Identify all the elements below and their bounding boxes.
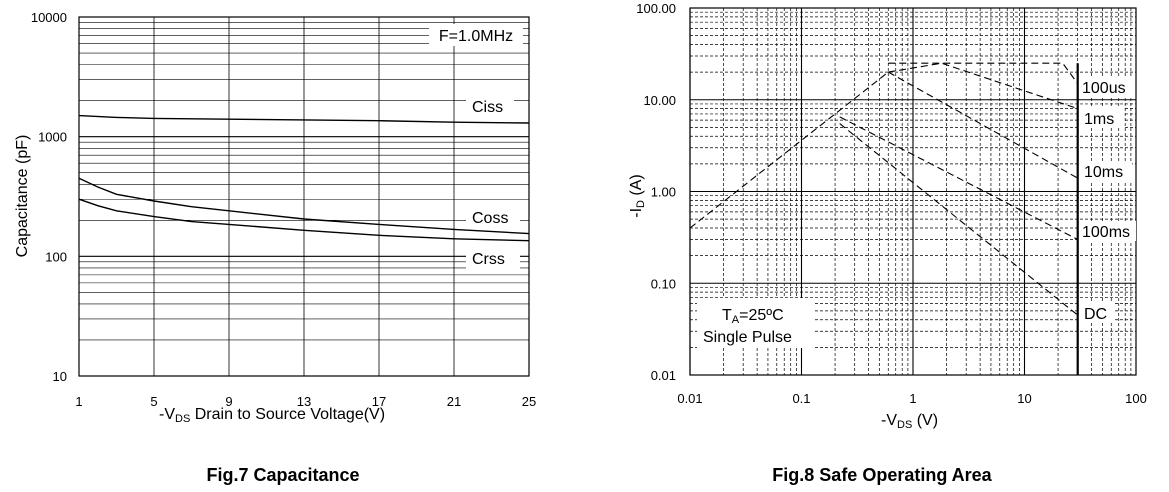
c1-x-tick-label: 25	[522, 394, 536, 409]
c1-annotation: F=1.0MHz	[439, 28, 513, 45]
c1-label-bg-ciss	[466, 95, 514, 117]
c1-y-tick-label: 10	[53, 369, 67, 384]
c2-x-axis-label-sub: DS	[897, 419, 912, 431]
c1-tick-labels: 1 5 9 13 17 21 25 10 100 1000 10000	[31, 10, 536, 409]
c1-y-tick-label: 1000	[38, 130, 67, 145]
c2-x-tick-label: 1	[909, 391, 916, 406]
c2-label-bg-dc	[1080, 303, 1114, 323]
c2-y-tick-label: 10.00	[643, 93, 676, 108]
c2-y-tick-label: 1.00	[651, 185, 676, 200]
c2-curve-label-10ms: 10ms	[1084, 164, 1123, 181]
c1-series-line-coss	[78, 177, 530, 235]
c2-tick-labels: 0.01 0.1 1 10 100 0.01 0.10 1.00 10.00 100.00	[636, 1, 1147, 406]
c1-label-bg-crss	[466, 247, 520, 269]
c1-y-tick-label: 10000	[31, 10, 67, 25]
c1-y-axis-label: Capacitance (pF)	[14, 135, 31, 258]
c1-series	[78, 114, 530, 242]
c2-grid	[689, 8, 1136, 376]
c2-y-tick-label: 0.10	[651, 276, 676, 291]
c1-series-line-crss	[78, 198, 530, 242]
c1-x-axis-label-sub: DS	[175, 413, 190, 425]
c2-annotation-line2: Single Pulse	[703, 329, 792, 346]
c2-annotation-line1-sub: A	[732, 314, 740, 326]
c2-y-tick-label: 100.00	[636, 1, 676, 16]
c1-x-tick-label: 13	[297, 394, 311, 409]
c2-x-axis-label: -VDS (V)	[881, 412, 938, 431]
c2-annotation-line1-prefix: T	[722, 307, 732, 324]
c2-y-axis-label-sub: D	[635, 200, 647, 208]
c2-x-axis-label-prefix: -V	[881, 412, 897, 429]
c2-x-tick-label: 10	[1017, 391, 1031, 406]
c2-label-bg-100ms	[1080, 221, 1136, 241]
c2-series-line-10ms	[888, 71, 1078, 179]
c1-x-axis-label: -VDS Drain to Source Voltage(V)	[159, 406, 385, 425]
c1-series-label-crss: Crss	[472, 251, 505, 268]
c2-label-bg-100us	[1080, 77, 1134, 97]
c1-annotation-box	[429, 24, 523, 46]
c2-figure-caption: Fig.8 Safe Operating Area	[772, 465, 992, 485]
c1-y-tick-label: 100	[45, 249, 67, 264]
c1-series-label-ciss: Ciss	[472, 99, 503, 116]
c1-series-label-coss: Coss	[472, 210, 508, 227]
c2-y-axis-label-prefix: -I	[628, 208, 645, 218]
c1-grid	[78, 17, 530, 377]
c2-annotation-box	[697, 298, 813, 348]
c2-curve-label-100ms: 100ms	[1082, 224, 1130, 241]
c1-figure-caption: Fig.7 Capacitance	[206, 465, 359, 485]
c2-y-tick-label: 0.01	[651, 368, 676, 383]
c2-annotation-line1-suffix: =25ºC	[739, 307, 784, 324]
c1-series-line-ciss	[78, 114, 530, 124]
c2-series-line-100ms	[839, 116, 1078, 240]
c2-curve-label-dc: DC	[1084, 306, 1107, 323]
c2-series-line-dc	[839, 123, 1079, 316]
c2-series	[689, 62, 1079, 375]
c2-x-axis-label-suffix: (V)	[912, 412, 938, 429]
c2-y-axis-label-suffix: (A)	[628, 174, 645, 200]
c1-x-tick-label: 17	[372, 394, 386, 409]
c1-x-axis-label-prefix: -V	[159, 406, 175, 423]
c2-curve-label-100us: 100us	[1082, 80, 1126, 97]
c2-series-line-1ms	[888, 62, 1078, 110]
c1-x-tick-label: 9	[225, 394, 232, 409]
c1-x-axis-label-suffix: Drain to Source Voltage(V)	[190, 406, 385, 423]
c2-curve-label-1ms: 1ms	[1084, 111, 1114, 128]
c2-label-bg-1ms	[1080, 108, 1124, 128]
c2-annotation-line1: TA=25ºC	[722, 307, 784, 326]
c1-x-tick-label: 1	[75, 394, 82, 409]
soa-chart: 0.01 0.1 1 10 100 0.01 0.10 1.00 10.00 100.00 100…	[628, 1, 1147, 485]
c2-y-axis-label: -ID (A)	[628, 174, 647, 218]
c1-x-tick-label: 5	[150, 394, 157, 409]
c1-label-bg-coss	[466, 206, 520, 228]
c2-series-line-rds-on-limit	[689, 71, 889, 229]
c2-label-bg-10ms	[1080, 161, 1132, 181]
c2-x-tick-label: 100	[1125, 391, 1147, 406]
c2-series-line-100us	[888, 62, 1079, 84]
c1-x-tick-label: 21	[447, 394, 461, 409]
c2-x-tick-label: 0.01	[677, 391, 702, 406]
c2-x-tick-label: 0.1	[792, 391, 810, 406]
